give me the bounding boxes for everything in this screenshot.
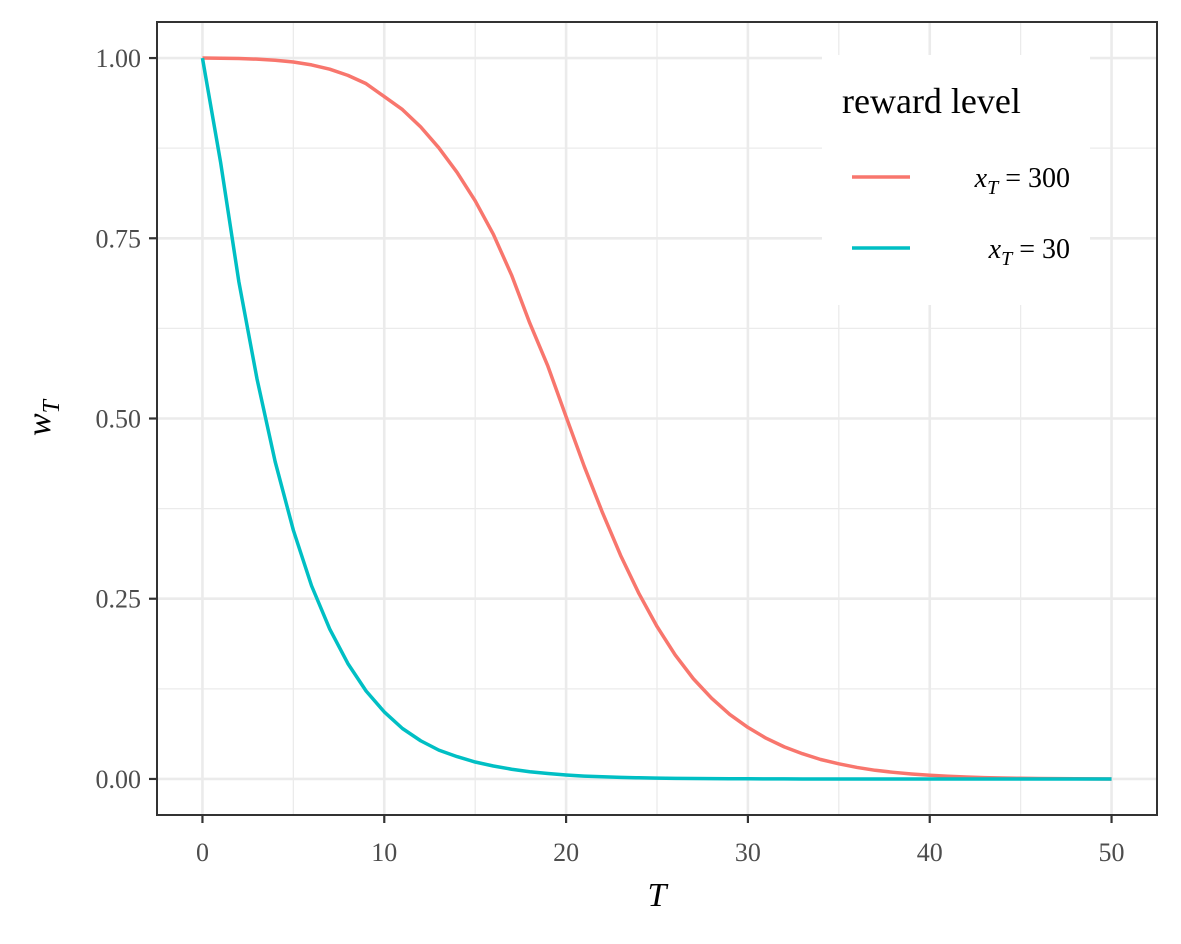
y-tick-label: 1.00 <box>96 44 142 73</box>
svg-text:wT: wT <box>21 398 65 436</box>
legend-label-value: = 300 <box>998 163 1070 194</box>
y-axis-title: wT <box>21 398 65 436</box>
legend-title: reward level <box>842 81 1021 121</box>
x-tick-label: 20 <box>553 838 579 867</box>
x-axis-title: T <box>648 877 669 914</box>
legend-label-var: x <box>974 163 988 194</box>
x-tick-label: 10 <box>371 838 397 867</box>
x-axis-ticks: 0 10 20 30 40 50 <box>196 815 1125 867</box>
legend-background <box>822 55 1090 305</box>
y-axis-ticks: 0.00 0.25 0.50 0.75 1.00 <box>96 44 157 794</box>
series-line-reward-30 <box>200 57 1112 781</box>
y-tick-label: 0.50 <box>96 405 142 434</box>
x-tick-label: 50 <box>1099 838 1125 867</box>
y-tick-label: 0.75 <box>96 224 142 253</box>
legend-label-reward-30: xT = 30 <box>988 234 1070 270</box>
series-layer <box>200 56 1112 781</box>
y-axis-title-subscript: T <box>39 398 65 413</box>
legend-label-reward-300: xT = 300 <box>974 163 1070 199</box>
legend-label-sub: T <box>1001 248 1014 270</box>
x-tick-label: 0 <box>196 838 209 867</box>
legend-label-value: = 30 <box>1012 234 1070 265</box>
legend-label-sub: T <box>987 177 1000 199</box>
legend: reward level xT = 300 xT = 30 <box>822 55 1090 305</box>
y-tick-label: 0.00 <box>96 765 142 794</box>
legend-label-var: x <box>988 234 1002 265</box>
y-tick-label: 0.25 <box>96 585 142 614</box>
x-tick-label: 30 <box>735 838 761 867</box>
series-line-reward-300 <box>202 56 1112 781</box>
x-tick-label: 40 <box>917 838 943 867</box>
y-axis-title-main: w <box>21 413 58 436</box>
